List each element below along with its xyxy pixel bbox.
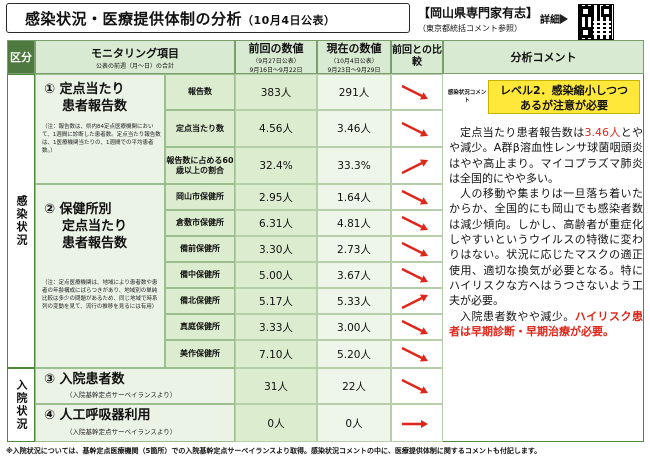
prev-value: 7.10人	[235, 340, 317, 368]
col-section-header: 区分	[7, 40, 35, 74]
trend-down-arrow-icon	[391, 262, 443, 288]
prev-value: 0人	[235, 404, 317, 442]
detail-label[interactable]: 詳細	[540, 15, 560, 26]
title-text: 感染状況・医療提供体制の分析	[25, 10, 243, 28]
row-label: 定点当たり数	[165, 110, 235, 147]
row-label: 報告数	[165, 74, 235, 110]
group4-note: （入院基幹定点サーベイランスより）	[66, 428, 177, 436]
source-box: 【岡山県専門家有志】 （東京都統括コメント参照）	[418, 4, 539, 34]
group3-title: ③ 入院患者数	[44, 372, 125, 387]
current-value: 22人	[317, 368, 391, 404]
trend-down-arrow-icon	[391, 184, 443, 210]
row-label: 備前保健所	[165, 236, 235, 262]
group2-note: （注：定点医療機関は、地域により患者数や患者の年齢構成にばらつきがあり、地域別の…	[42, 280, 158, 310]
trend-flat-arrow-icon	[391, 404, 443, 442]
row-label: 報告数に占める60歳以上の割合	[165, 147, 235, 184]
row-label: 真庭保健所	[165, 314, 235, 340]
current-value: 4.81人	[317, 210, 391, 236]
col-cur-header: 現在の数値 （10月4日公表） 9月23日～9月29日	[317, 40, 391, 74]
row-label: 岡山市保健所	[165, 184, 235, 210]
group-health-center: ② 保健所別 定点当たり 患者報告数 （注：定点医療機関は、地域により患者数や患…	[35, 184, 165, 368]
source-main: 【岡山県専門家有志】	[418, 6, 539, 20]
source-sub: （東京都統括コメント参照）	[418, 24, 522, 33]
section-hospital: 入院状況	[7, 368, 35, 442]
prev-value: 3.30人	[235, 236, 317, 262]
footer-note: ※入院状況については、基幹定点医療機関（5箇所）での入院基幹定点サーベイランスよ…	[6, 447, 542, 455]
current-value: 5.20人	[317, 340, 391, 368]
current-value: 291人	[317, 74, 391, 110]
current-value: 3.46人	[317, 110, 391, 147]
arrow-right-icon	[560, 14, 568, 24]
comment-level-label: 感染状況コメント	[447, 90, 487, 104]
current-value: 5.33人	[317, 288, 391, 314]
group4-title: ④ 人工呼吸器利用	[44, 408, 151, 423]
current-value: 33.3%	[317, 147, 391, 184]
trend-down-arrow-icon	[391, 340, 443, 368]
prev-value: 5.17人	[235, 288, 317, 314]
trend-down-arrow-icon	[391, 74, 443, 110]
group3-note: （入院基幹定点サーベイランスより）	[66, 391, 177, 399]
prev-value: 32.4%	[235, 147, 317, 184]
comment-text: 定点当たり患者報告数は3.46人とやや減少。A群β溶血性レンサ球菌咽頭炎はやや高…	[449, 126, 644, 338]
section-infection: 感染状況	[7, 74, 35, 368]
qr-code-icon[interactable]	[578, 4, 614, 40]
group2-title: ② 保健所別 定点当たり 患者報告数	[44, 202, 128, 251]
trend-down-arrow-icon	[391, 236, 443, 262]
prev-value: 5.00人	[235, 262, 317, 288]
current-value: 2.73人	[317, 236, 391, 262]
level-badge: レベル2．感染縮小しつつあるが注意が必要	[488, 80, 640, 114]
trend-down-arrow-icon	[391, 110, 443, 147]
row-label: 備北保健所	[165, 288, 235, 314]
page-title: 感染状況・医療提供体制の分析（10月4日公表）	[25, 8, 335, 29]
prev-value: 2.95人	[235, 184, 317, 210]
group1-title: ① 定点当たり 患者報告数	[44, 82, 128, 114]
prev-value: 3.33人	[235, 314, 317, 340]
current-value: 1.64人	[317, 184, 391, 210]
title-box: 感染状況・医療提供体制の分析（10月4日公表）	[6, 3, 410, 33]
col-comment-header: 分析コメント	[443, 40, 644, 74]
row-label: 備中保健所	[165, 262, 235, 288]
trend-down-arrow-icon	[391, 314, 443, 340]
group-ventilator: ④ 人工呼吸器利用 （入院基幹定点サーベイランスより）	[35, 404, 235, 442]
current-value: 3.67人	[317, 262, 391, 288]
trend-up-arrow-icon	[391, 288, 443, 314]
group1-note: （注：報告数は、県内84定点医療機関において、1週間に診断した患者数。定点当たり…	[42, 124, 161, 154]
trend-down-arrow-icon	[391, 210, 443, 236]
row-label: 倉敷市保健所	[165, 210, 235, 236]
trend-up-arrow-icon	[391, 147, 443, 184]
prev-value: 6.31人	[235, 210, 317, 236]
prev-value: 31人	[235, 368, 317, 404]
group-inpatients: ③ 入院患者数 （入院基幹定点サーベイランスより）	[35, 368, 235, 404]
group-fixed-point: ① 定点当たり 患者報告数 （注：報告数は、県内84定点医療機関において、1週間…	[35, 74, 165, 184]
col-prev-header: 前回の数値 （9月27日公表） 9月16日～9月22日	[235, 40, 317, 74]
current-value: 0人	[317, 404, 391, 442]
title-date: （10月4日公表）	[242, 14, 336, 27]
col-compare-header: 前回との比較	[391, 40, 443, 74]
current-value: 3.00人	[317, 314, 391, 340]
row-label: 美作保健所	[165, 340, 235, 368]
trend-down-arrow-icon	[391, 368, 443, 404]
prev-value: 4.56人	[235, 110, 317, 147]
prev-value: 383人	[235, 74, 317, 110]
col-monitoring-header: モニタリング項目 公表の前週（月～日）の合計	[35, 40, 235, 74]
